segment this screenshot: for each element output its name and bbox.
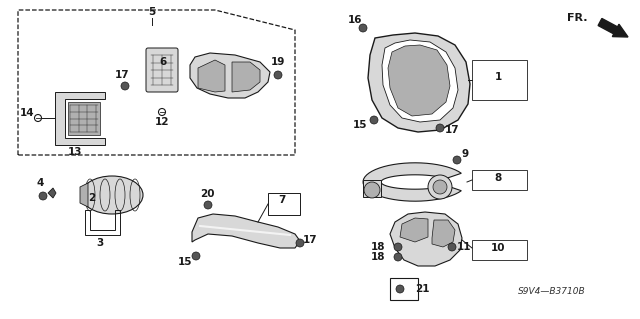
Text: 17: 17 <box>303 235 317 245</box>
Ellipse shape <box>81 176 143 214</box>
Circle shape <box>436 124 444 132</box>
Text: 21: 21 <box>415 284 429 294</box>
Circle shape <box>370 116 378 124</box>
Circle shape <box>39 192 47 200</box>
Circle shape <box>204 201 212 209</box>
Text: 17: 17 <box>445 125 460 135</box>
Text: 14: 14 <box>20 108 35 118</box>
Text: 13: 13 <box>68 147 83 157</box>
Circle shape <box>274 71 282 79</box>
Circle shape <box>453 156 461 164</box>
Polygon shape <box>68 102 100 135</box>
Text: 8: 8 <box>494 173 502 183</box>
FancyBboxPatch shape <box>146 48 178 92</box>
Polygon shape <box>192 214 300 248</box>
Circle shape <box>121 82 129 90</box>
Text: 18: 18 <box>371 242 385 252</box>
Text: 18: 18 <box>371 252 385 262</box>
Polygon shape <box>390 212 462 266</box>
Circle shape <box>364 182 380 198</box>
Polygon shape <box>388 45 450 116</box>
Text: 11: 11 <box>457 242 471 252</box>
Polygon shape <box>363 180 381 197</box>
Polygon shape <box>363 163 461 201</box>
Text: 19: 19 <box>271 57 285 67</box>
Text: 7: 7 <box>278 195 285 205</box>
Polygon shape <box>55 92 105 145</box>
Polygon shape <box>198 60 225 92</box>
Polygon shape <box>190 53 270 98</box>
Circle shape <box>396 285 404 293</box>
Text: 9: 9 <box>461 149 468 159</box>
Circle shape <box>428 175 452 199</box>
Text: 2: 2 <box>88 193 95 203</box>
Circle shape <box>296 239 304 247</box>
Circle shape <box>433 180 447 194</box>
Text: 16: 16 <box>348 15 362 25</box>
Text: 15: 15 <box>178 257 192 267</box>
Polygon shape <box>232 62 260 92</box>
Text: 12: 12 <box>155 117 169 127</box>
Text: 17: 17 <box>115 70 129 80</box>
Circle shape <box>192 252 200 260</box>
Text: S9V4—B3710B: S9V4—B3710B <box>518 287 586 296</box>
Polygon shape <box>48 188 56 198</box>
FancyArrow shape <box>598 19 628 37</box>
Text: 10: 10 <box>491 243 505 253</box>
Text: 5: 5 <box>148 7 156 17</box>
Polygon shape <box>368 33 470 132</box>
Circle shape <box>448 243 456 251</box>
Text: 4: 4 <box>36 178 44 188</box>
Text: FR.: FR. <box>568 13 588 23</box>
Text: 3: 3 <box>97 238 104 248</box>
Circle shape <box>359 24 367 32</box>
Polygon shape <box>432 220 455 247</box>
Polygon shape <box>400 218 428 242</box>
Circle shape <box>394 253 402 261</box>
Text: 1: 1 <box>494 72 502 82</box>
Text: 20: 20 <box>200 189 214 199</box>
Text: 6: 6 <box>159 57 166 67</box>
Circle shape <box>394 243 402 251</box>
Polygon shape <box>80 183 88 207</box>
Text: 15: 15 <box>353 120 367 130</box>
Polygon shape <box>382 40 458 122</box>
